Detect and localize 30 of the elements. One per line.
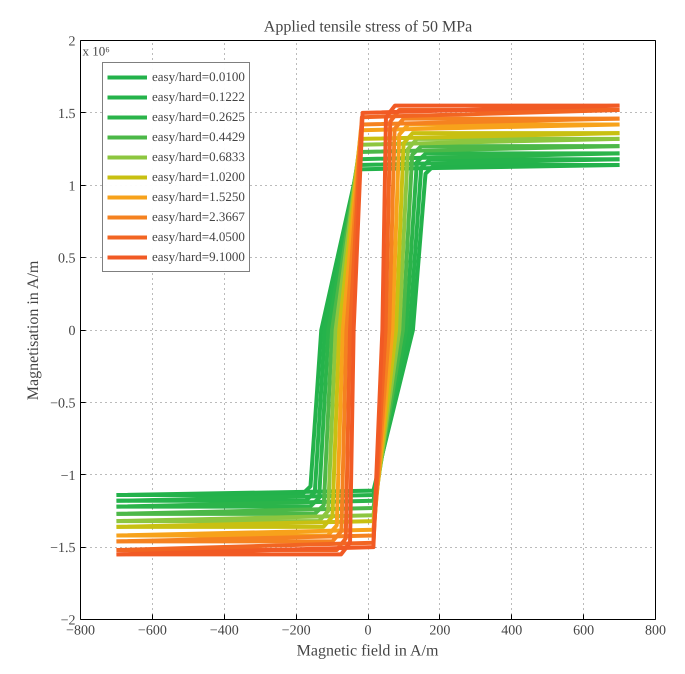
legend-label: easy/hard=0.1222 <box>152 89 245 105</box>
y-axis-title: Magnetisation in A/m <box>25 260 42 400</box>
x-tick-label: −600 <box>138 624 167 638</box>
x-tick-label: 800 <box>645 624 666 638</box>
legend-label: easy/hard=0.6833 <box>152 149 245 165</box>
legend-label: easy/hard=0.0100 <box>152 69 245 85</box>
legend-label: easy/hard=1.0200 <box>152 169 245 185</box>
x-tick-label: −200 <box>282 624 311 638</box>
y-tick-label: −1 <box>60 468 76 484</box>
x-tick-label: 400 <box>501 624 522 638</box>
legend-label: easy/hard=0.4429 <box>152 129 245 145</box>
x-axis-title: Magnetic field in A/m <box>296 642 439 660</box>
x-tick-label: 0 <box>364 624 372 638</box>
y-tick-label: 2 <box>68 34 76 50</box>
legend-label: easy/hard=9.1000 <box>152 249 245 265</box>
annotation: x 10⁶ <box>82 44 110 58</box>
y-tick-label: −1.5 <box>50 541 76 556</box>
x-tick-label: 200 <box>429 624 450 638</box>
y-tick-label: 0 <box>68 324 76 339</box>
legend-label: easy/hard=0.2625 <box>152 109 245 125</box>
legend-label: easy/hard=1.5250 <box>152 189 245 205</box>
y-tick-label: −0.5 <box>50 396 76 412</box>
legend-label: easy/hard=4.0500 <box>152 229 245 245</box>
y-tick-label: 1 <box>68 179 76 194</box>
x-tick-label: −400 <box>210 624 239 638</box>
y-tick-label: 0.5 <box>58 252 76 267</box>
x-tick-label: 600 <box>573 624 594 638</box>
y-tick-label: 1.5 <box>58 106 76 122</box>
legend-label: easy/hard=2.3667 <box>152 209 245 225</box>
chart-title: Applied tensile stress of 50 MPa <box>264 18 472 36</box>
